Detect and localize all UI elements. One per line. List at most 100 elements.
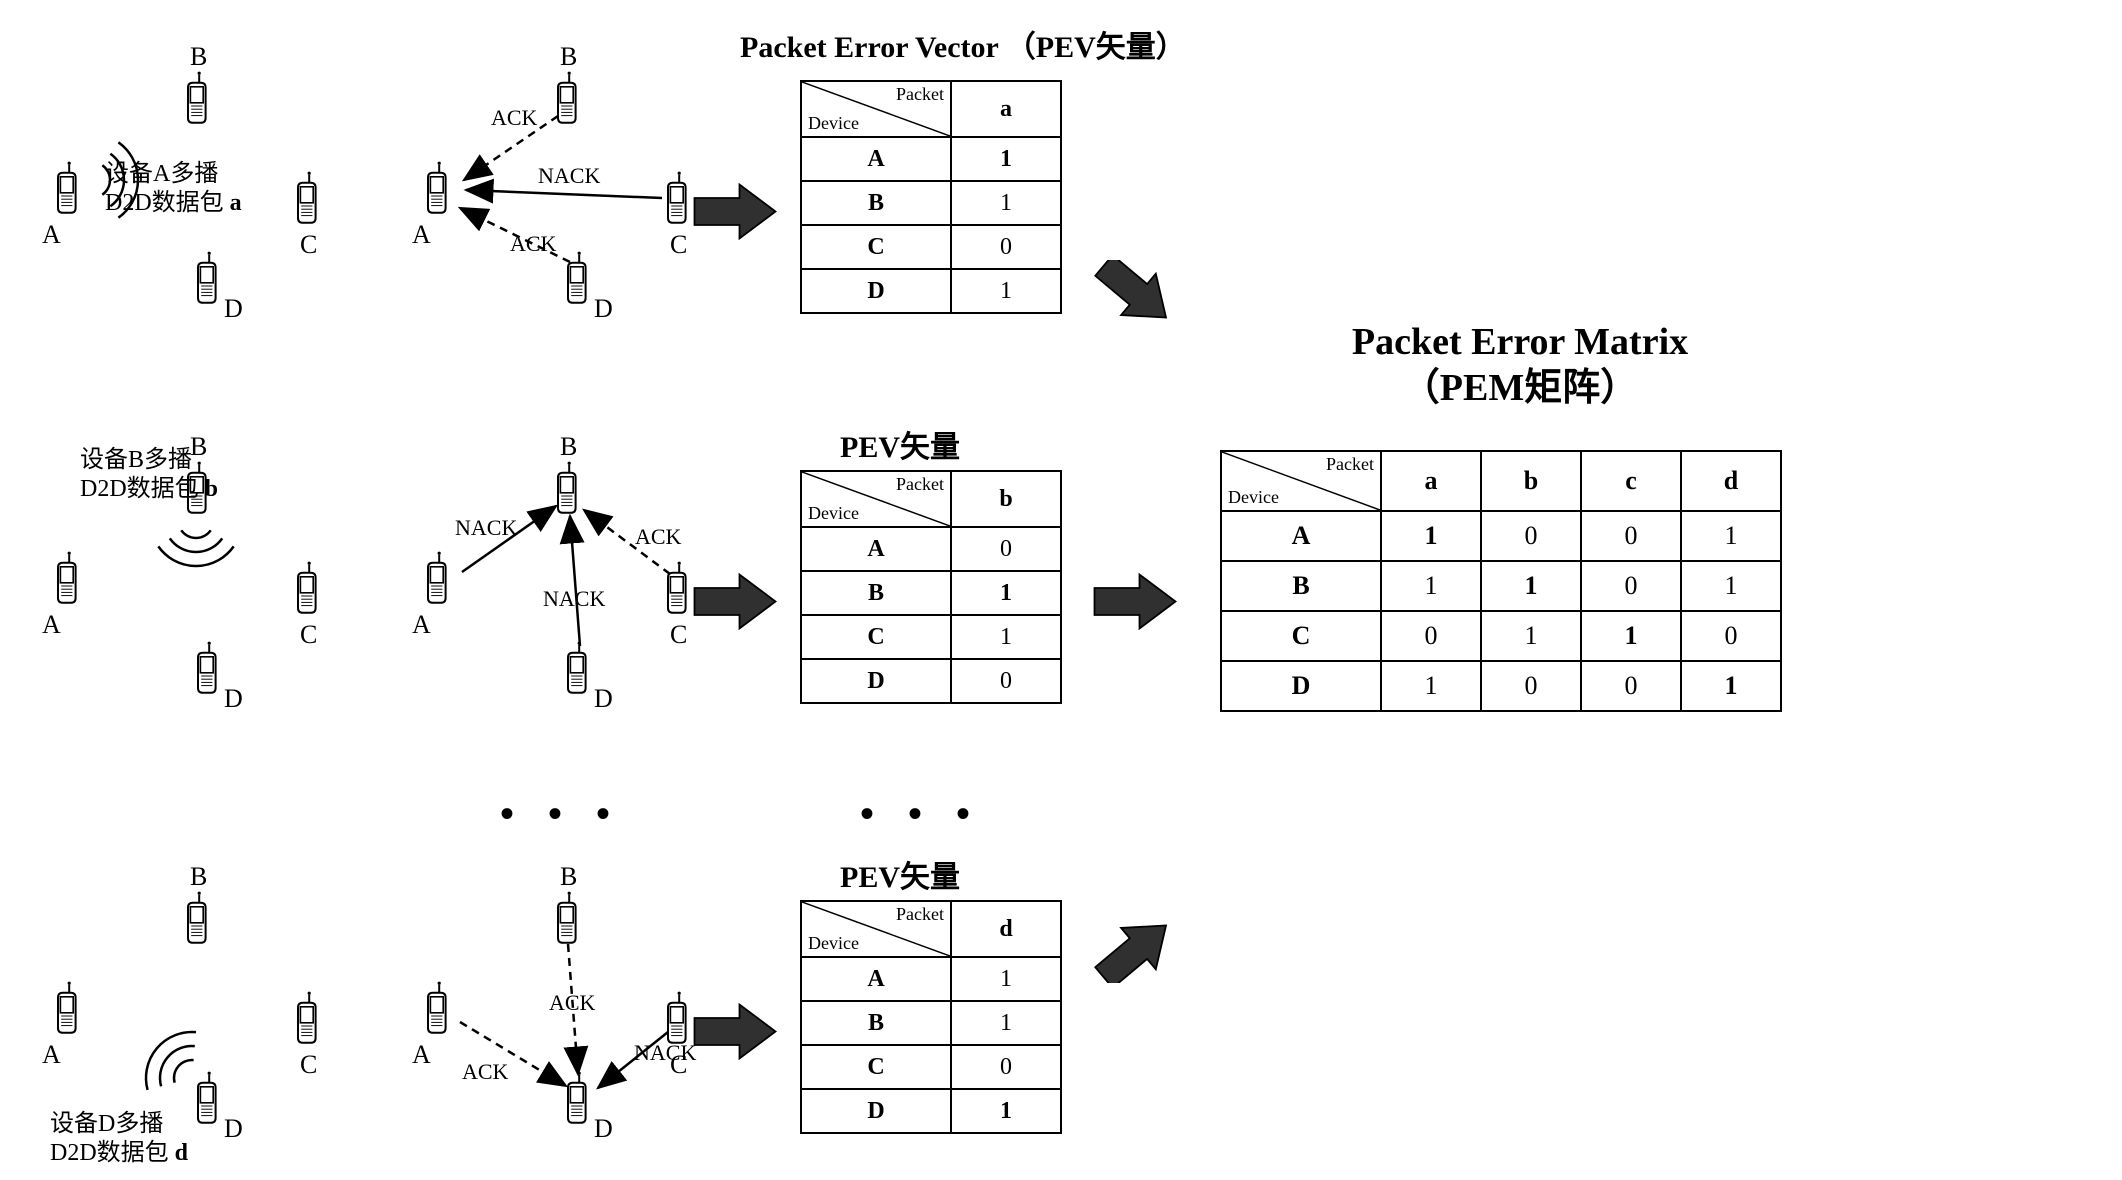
pev-val-B: 1	[951, 1001, 1061, 1045]
row1-nack-D	[555, 501, 595, 661]
row1-mcast-phone-A	[50, 550, 82, 606]
row1-ack-phone-label-B: B	[560, 432, 577, 462]
row2-mcast-phone-label-B: B	[190, 862, 207, 892]
row0-cap-l1: 设备A多播	[105, 161, 218, 187]
diag-packet: Packet	[896, 904, 944, 925]
pev-diag-header: Packet Device	[801, 81, 951, 137]
row0-cap-pkt: a	[230, 190, 242, 216]
pem-val-B-b: 1	[1481, 561, 1581, 611]
pev-val-C: 0	[951, 225, 1061, 269]
pev-col-header: a	[951, 81, 1061, 137]
pem-val-A-d: 1	[1681, 511, 1781, 561]
row1-ack-phone-label-C: C	[670, 620, 687, 650]
pev-row-B: B	[801, 1001, 951, 1045]
pem-title-l2: （PEM矩阵）	[1402, 367, 1638, 409]
pev-row-D: D	[801, 269, 951, 313]
pev-val-C: 1	[951, 615, 1061, 659]
diag-packet: Packet	[1326, 454, 1374, 475]
row0-fat-arrow-2	[1090, 260, 1180, 323]
pev-val-B: 1	[951, 571, 1061, 615]
pem-val-A-c: 0	[1581, 511, 1681, 561]
pev-row-A: A	[801, 957, 951, 1001]
pev-main-title: Packet Error Vector （PEV矢量）	[740, 22, 1186, 66]
row2-ack-B-label: ACK	[549, 990, 595, 1016]
row2-mcast-phone-A	[50, 980, 82, 1036]
pem-val-D-d: 1	[1681, 661, 1781, 711]
row1-cap-l1: 设备B多播	[80, 447, 192, 473]
row0-ack-phone-label-B: B	[560, 42, 577, 72]
row2-cap-l1: 设备D多播	[50, 1111, 163, 1137]
pev-val-A: 0	[951, 527, 1061, 571]
row0-ack-phone-label-C: C	[670, 230, 687, 260]
row0-mcast-phone-label-C: C	[300, 230, 317, 260]
row0-ack-B-label: ACK	[491, 105, 537, 131]
pem-val-D-a: 1	[1381, 661, 1481, 711]
row1-cap-pkt: b	[205, 476, 218, 502]
row1-ack-phone-label-D: D	[594, 684, 613, 714]
row2-caption: 设备D多播 D2D数据包 d	[50, 1110, 188, 1168]
pev-row-A: A	[801, 527, 951, 571]
pev-val-D: 1	[951, 269, 1061, 313]
pev-row-C: C	[801, 225, 951, 269]
pem-val-D-b: 0	[1481, 661, 1581, 711]
pem-diag-header: Packet Device	[1221, 451, 1381, 511]
diag-packet: Packet	[896, 84, 944, 105]
row2-pev-title: PEV矢量	[840, 852, 960, 896]
diag-device: Device	[808, 113, 859, 134]
pev-row-C: C	[801, 615, 951, 659]
pev-row-A: A	[801, 137, 951, 181]
pev-val-D: 1	[951, 1089, 1061, 1133]
pem-val-A-a: 1	[1381, 511, 1481, 561]
row0-mcast-phone-label-D: D	[224, 294, 243, 324]
dots-right: • • •	[860, 790, 982, 837]
pem-row-A: A	[1221, 511, 1381, 561]
pem-row-B: B	[1221, 561, 1381, 611]
row1-fat-arrow-2	[1090, 570, 1180, 633]
row2-nack-C-label: NACK	[634, 1040, 696, 1066]
diag-packet: Packet	[896, 474, 944, 495]
pem-val-C-c: 1	[1581, 611, 1681, 661]
pev-val-A: 1	[951, 957, 1061, 1001]
pem-title: Packet Error Matrix（PEM矩阵）	[1260, 320, 1780, 411]
pem-col-d: d	[1681, 451, 1781, 511]
row1-mcast-phone-label-C: C	[300, 620, 317, 650]
row2-fat-arrow-2	[1090, 920, 1180, 983]
row1-caption: 设备B多播 D2D数据包 b	[80, 446, 218, 504]
pev-row-B: B	[801, 571, 951, 615]
pem-table: PacketDeviceabcdA1001B1101C0110D1001	[1220, 450, 1782, 712]
row1-cap-l2: D2D数据包 b	[80, 476, 218, 502]
pem-val-B-d: 1	[1681, 561, 1781, 611]
pev-table-row1: PacketDevicebA0B1C1D0	[800, 470, 1062, 704]
pev-diag-header: Packet Device	[801, 471, 951, 527]
pev-row-C: C	[801, 1045, 951, 1089]
row2-mcast-phone-B	[180, 890, 212, 946]
row2-mcast-phone-C	[290, 990, 322, 1046]
pev-diag-header: Packet Device	[801, 901, 951, 957]
row0-cap-l2: D2D数据包 a	[105, 190, 242, 216]
row0-mcast-phone-label-B: B	[190, 42, 207, 72]
pev-col-header: d	[951, 901, 1061, 957]
row0-ack-phone-label-D: D	[594, 294, 613, 324]
row1-mcast-phone-label-D: D	[224, 684, 243, 714]
row2-cap-l2: D2D数据包 d	[50, 1140, 188, 1166]
row1-ack-phone-label-A: A	[412, 610, 431, 640]
pem-val-C-a: 0	[1381, 611, 1481, 661]
row1-ack-C-label: ACK	[635, 524, 681, 550]
diag-device: Device	[808, 503, 859, 524]
diag-device: Device	[1228, 487, 1279, 508]
row2-mcast-phone-label-A: A	[42, 1040, 61, 1070]
pem-col-a: a	[1381, 451, 1481, 511]
pem-row-C: C	[1221, 611, 1381, 661]
pev-val-B: 1	[951, 181, 1061, 225]
pev-row-D: D	[801, 659, 951, 703]
pem-val-D-c: 0	[1581, 661, 1681, 711]
pem-col-c: c	[1581, 451, 1681, 511]
diag-device: Device	[808, 933, 859, 954]
pev-val-D: 0	[951, 659, 1061, 703]
pev-row-B: B	[801, 181, 951, 225]
row0-nack-C-label: NACK	[538, 163, 600, 189]
row2-ack-phone-label-B: B	[560, 862, 577, 892]
pem-val-C-d: 0	[1681, 611, 1781, 661]
row1-nack-A-label: NACK	[455, 515, 517, 541]
row0-mcast-phone-D	[190, 250, 222, 306]
